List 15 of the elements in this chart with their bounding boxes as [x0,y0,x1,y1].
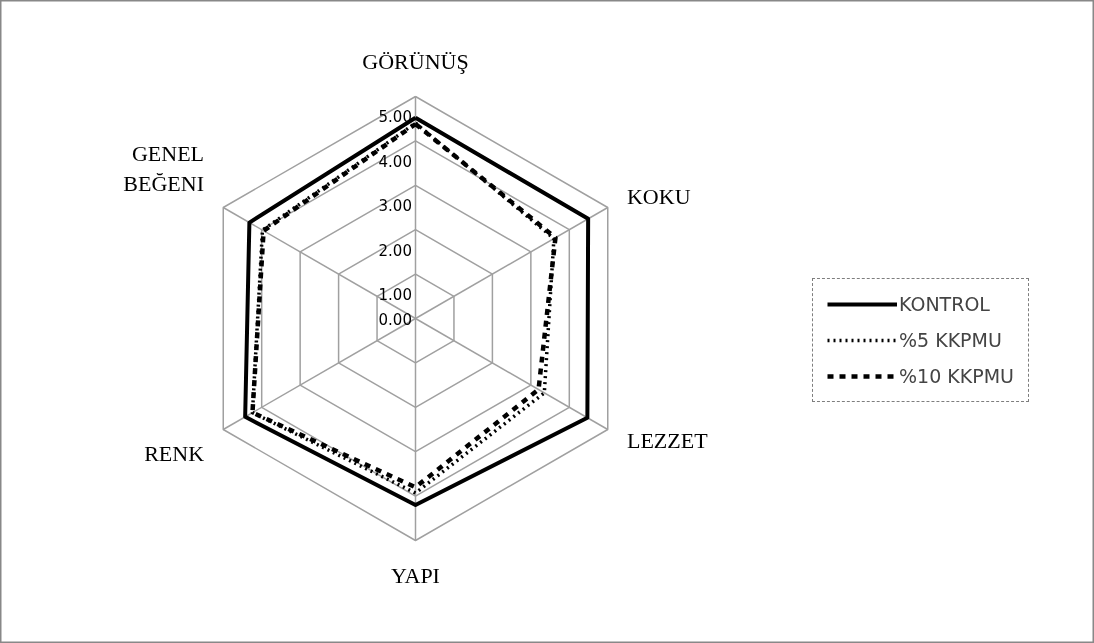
y-tick-label: 2.00 [378,241,412,260]
legend-label: KONTROL [899,293,990,315]
y-tick-label: 3.00 [378,197,412,216]
spoke-label: RENK [144,440,205,466]
y-tick-label: 0.00 [378,310,412,329]
spoke-label: KOKU [626,183,691,209]
spoke-label: YAPI [391,562,440,588]
y-tick-label: 4.00 [378,152,412,171]
spoke-label: GENEL BEĞENI [123,141,205,197]
spoke-label: GÖRÜNÜŞ [362,49,469,75]
legend-label: %10 KKPMU [899,365,1014,387]
spoke-label: LEZZET [626,428,709,454]
legend-label: %5 KKPMU [899,329,1002,351]
y-tick-label: 1.00 [378,286,412,305]
y-tick-label: 5.00 [378,108,412,127]
